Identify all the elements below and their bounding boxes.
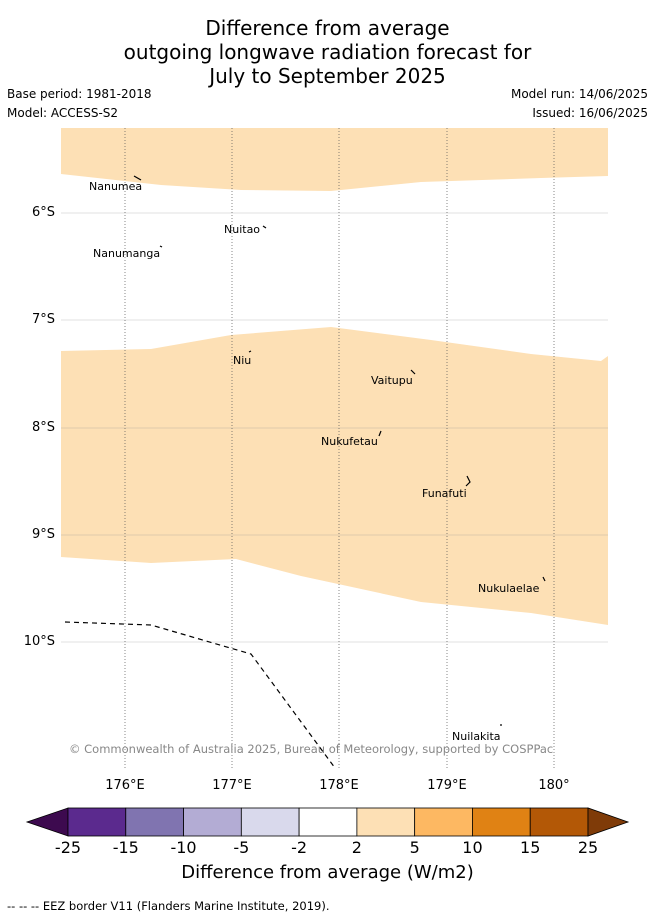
issued-date: Issued: 16/06/2025 <box>532 106 648 120</box>
eez-border <box>64 621 336 768</box>
lon-label-178e: 178°E <box>319 778 359 793</box>
colorbar-cell <box>125 807 184 837</box>
colorbar-extend-low <box>25 807 69 837</box>
copyright-notice: © Commonwealth of Australia 2025, Bureau… <box>69 742 554 756</box>
model-run: Model run: 14/06/2025 <box>510 87 648 101</box>
colorbar-cell <box>472 807 531 837</box>
colorbar-title: Difference from average (W/m2) <box>181 862 474 883</box>
colorbar-tick-label: -15 <box>112 838 139 857</box>
lat-label-9s: 9°S <box>31 527 55 542</box>
colorbar-tick-label: -2 <box>291 838 308 857</box>
anomaly-band-main <box>61 327 608 625</box>
anomaly-band-upper <box>61 128 608 191</box>
place-label-nanumea: Nanumea <box>89 180 143 193</box>
lon-label-176e: 176°E <box>105 778 145 793</box>
map-svg <box>61 128 608 768</box>
island-mark-nanumanga <box>159 245 163 248</box>
place-label-nuilakita: Nuilakita <box>452 730 501 743</box>
place-label-niu: Niu <box>233 354 252 367</box>
base-period: Base period: 1981-2018 <box>7 87 152 101</box>
place-label-nukulaelae: Nukulaelae <box>478 582 540 595</box>
colorbar-cell <box>240 807 300 837</box>
colorbar-tick-label: -5 <box>233 838 250 857</box>
map-panel <box>61 128 608 768</box>
place-label-nanumanga: Nanumanga <box>93 247 161 260</box>
island-mark-vaitupu <box>410 369 416 375</box>
colorbar-cell <box>67 807 127 837</box>
place-label-vaitupu: Vaitupu <box>371 374 413 387</box>
colorbar-cell <box>356 807 416 837</box>
colorbar-tick-label: 5 <box>409 838 420 857</box>
island-mark-niu <box>248 350 252 353</box>
island-mark-funafuti <box>465 475 471 487</box>
colorbar-tick-label: 2 <box>351 838 362 857</box>
colorbar-cell <box>529 807 589 837</box>
colorbar-tick-label: -25 <box>54 838 82 857</box>
colorbar-cell <box>183 807 242 837</box>
colorbar-tick-label: -10 <box>170 838 197 857</box>
colorbar <box>25 807 630 837</box>
latitude-gridlines <box>61 212 608 643</box>
colorbar-extend-high <box>587 807 630 837</box>
lon-label-177e: 177°E <box>212 778 252 793</box>
island-mark-nuitao <box>262 225 267 229</box>
place-label-funafuti: Funafuti <box>422 487 467 500</box>
island-mark-nukulaelae <box>542 576 546 582</box>
model-name: Model: ACCESS-S2 <box>7 106 119 120</box>
lat-label-8s: 8°S <box>31 420 55 435</box>
colorbar-cell <box>298 807 358 837</box>
lat-label-7s: 7°S <box>31 312 55 327</box>
title-line-2: outgoing longwave radiation forecast for <box>123 40 532 64</box>
title-line-1: Difference from average <box>205 16 450 40</box>
place-label-nukufetau: Nukufetau <box>321 435 378 448</box>
colorbar-tick-label: 10 <box>462 838 483 857</box>
map-title: Difference from average outgoing longwav… <box>0 16 655 88</box>
eez-legend-note: -- -- -- EEZ border V11 (Flanders Marine… <box>7 899 330 913</box>
title-line-3: July to September 2025 <box>209 64 446 88</box>
lon-label-180: 180° <box>538 778 570 793</box>
colorbar-tick-label: 25 <box>577 838 599 857</box>
colorbar-cell <box>414 807 473 837</box>
island-mark-nukufetau <box>378 430 382 437</box>
colorbar-tick-label: 15 <box>520 838 541 857</box>
lon-label-179e: 179°E <box>427 778 467 793</box>
lat-label-10s: 10°S <box>23 634 55 649</box>
lat-label-6s: 6°S <box>31 205 55 220</box>
island-mark-nanumea <box>133 175 142 181</box>
island-outlines <box>133 175 546 726</box>
place-label-nuitao: Nuitao <box>224 223 261 236</box>
